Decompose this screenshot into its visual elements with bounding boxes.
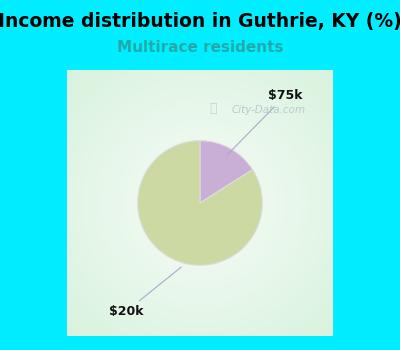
Wedge shape (200, 141, 253, 203)
Text: $20k: $20k (108, 267, 181, 318)
Wedge shape (138, 141, 262, 265)
Text: Multirace residents: Multirace residents (117, 40, 283, 55)
Text: Income distribution in Guthrie, KY (%): Income distribution in Guthrie, KY (%) (0, 12, 400, 31)
Text: City-Data.com: City-Data.com (232, 105, 306, 115)
Text: ⧖: ⧖ (210, 102, 217, 115)
Text: $75k: $75k (228, 89, 303, 155)
